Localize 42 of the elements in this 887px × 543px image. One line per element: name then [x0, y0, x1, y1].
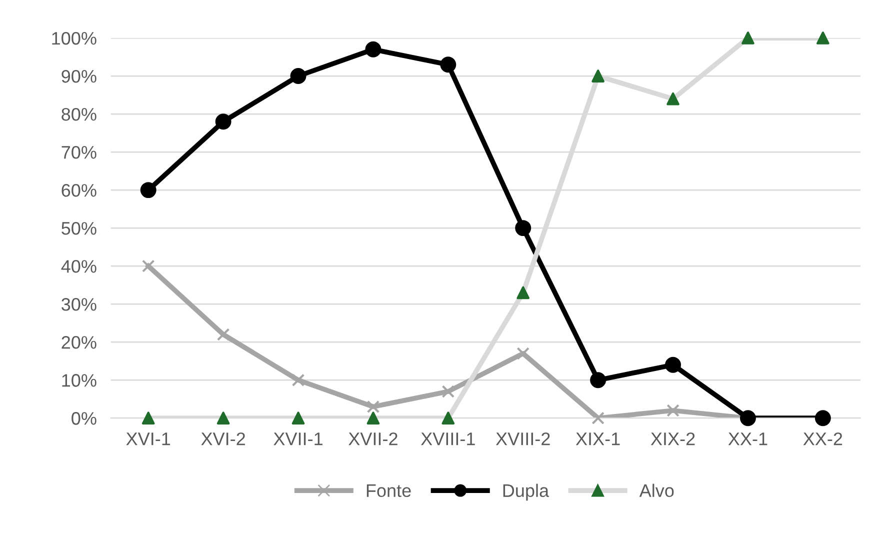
y-tick-label: 100% [52, 32, 96, 45]
point [742, 32, 754, 44]
legend-label: Fonte [366, 484, 411, 498]
point [816, 32, 830, 44]
y-tick-label: 20% [62, 336, 96, 349]
x-tick-label: XVII-1 [274, 432, 322, 446]
x-tick-label: XIX-1 [576, 432, 620, 446]
x-tick-label: XVI-2 [201, 432, 245, 446]
y-tick-label: 10% [62, 374, 96, 387]
x-tick-label: XX-1 [728, 432, 768, 446]
x-tick-label: XVIII-1 [420, 432, 475, 446]
y-tick-label: 30% [62, 298, 96, 311]
point [216, 412, 230, 425]
x-tick-label: XIX-2 [650, 432, 695, 446]
point [216, 328, 230, 341]
point [366, 400, 380, 414]
point [592, 70, 604, 82]
point [666, 92, 680, 106]
y-tick-label: 90% [62, 70, 96, 83]
y-tick-label: 70% [62, 146, 96, 159]
point [142, 260, 155, 272]
point [516, 286, 530, 300]
point [666, 404, 680, 417]
x-tick-label: XX-2 [803, 432, 842, 446]
point [442, 412, 455, 425]
y-tick-label: 0% [72, 412, 96, 425]
y-tick-label: 80% [62, 108, 96, 121]
point [292, 374, 305, 387]
x-tick-label: XVIII-2 [496, 432, 550, 446]
point [442, 385, 455, 398]
point [516, 347, 530, 360]
point [592, 412, 604, 425]
y-tick-label: 40% [61, 260, 96, 273]
point [366, 412, 380, 425]
y-tick-label: 60% [62, 184, 96, 197]
point [292, 412, 305, 425]
y-tick-label: 50% [62, 222, 96, 235]
x-tick-label: XVI-1 [126, 432, 170, 446]
legend-label: Dupla [503, 484, 550, 501]
x-tick-label: XVII-2 [348, 432, 398, 446]
point [142, 412, 155, 425]
legend-label: Alvo [639, 484, 674, 498]
